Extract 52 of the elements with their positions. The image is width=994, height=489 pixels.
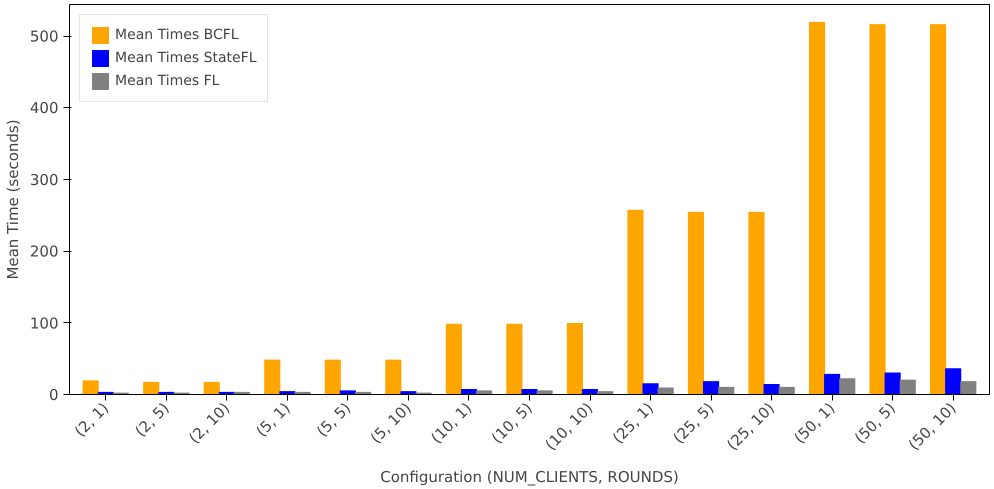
bar: [884, 372, 901, 394]
x-axis-title: Configuration (NUM_CLIENTS, ROUNDS): [380, 468, 679, 486]
bar: [808, 22, 826, 394]
x-tick-label: (50, 10): [904, 399, 960, 454]
y-tick-label: 400: [30, 99, 59, 118]
bar: [960, 381, 976, 394]
x-tick-label: (25, 1): [608, 399, 657, 448]
x-tick-label: (10, 1): [427, 399, 476, 448]
y-axis-title: Mean Time (seconds): [4, 119, 22, 280]
bar: [627, 210, 644, 394]
bar: [839, 378, 856, 394]
bar: [718, 386, 734, 394]
x-tick-label: (10, 10): [542, 399, 596, 454]
bar: [688, 212, 704, 394]
legend-label: Mean Times BCFL: [115, 27, 239, 43]
bar: [506, 324, 522, 394]
bar: [930, 24, 946, 394]
bar: [658, 388, 674, 394]
x-tick-label: (50, 1): [790, 399, 838, 448]
y-tick-label: 0: [48, 386, 59, 404]
y-tick-label: 300: [30, 170, 59, 189]
bar: [778, 386, 795, 394]
bar: [703, 381, 720, 394]
y-tick-label: 500: [30, 28, 59, 46]
x-tick-label: (5, 10): [366, 399, 415, 448]
bar: [385, 360, 402, 394]
bar: [204, 382, 220, 394]
bar: [945, 368, 962, 394]
bar: [824, 374, 840, 394]
x-tick-label: (2, 5): [131, 399, 173, 440]
y-tick-label: 100: [30, 314, 59, 332]
x-tick-label: (25, 5): [669, 399, 718, 448]
bar: [869, 24, 886, 394]
bar: [143, 382, 160, 394]
bar: [324, 360, 341, 394]
bar: [642, 383, 659, 394]
legend-label: Mean Times StateFL: [115, 50, 257, 66]
bar: [264, 360, 280, 394]
bar: [566, 323, 583, 394]
y-tick-label: 200: [30, 242, 59, 261]
bar: [446, 324, 462, 394]
bar: [82, 380, 99, 394]
x-tick-label: (2, 10): [185, 399, 234, 448]
x-tick-label: (25, 10): [723, 399, 778, 454]
legend-label: Mean Times FL: [115, 73, 220, 89]
bar: [900, 380, 916, 394]
x-tick-label: (5, 5): [313, 399, 354, 440]
x-tick-label: (50, 5): [851, 399, 900, 448]
x-tick-label: (5, 1): [252, 399, 294, 440]
x-tick-label: (10, 5): [488, 399, 536, 448]
bar: [748, 212, 765, 394]
x-tick-label: (2, 1): [70, 399, 112, 440]
